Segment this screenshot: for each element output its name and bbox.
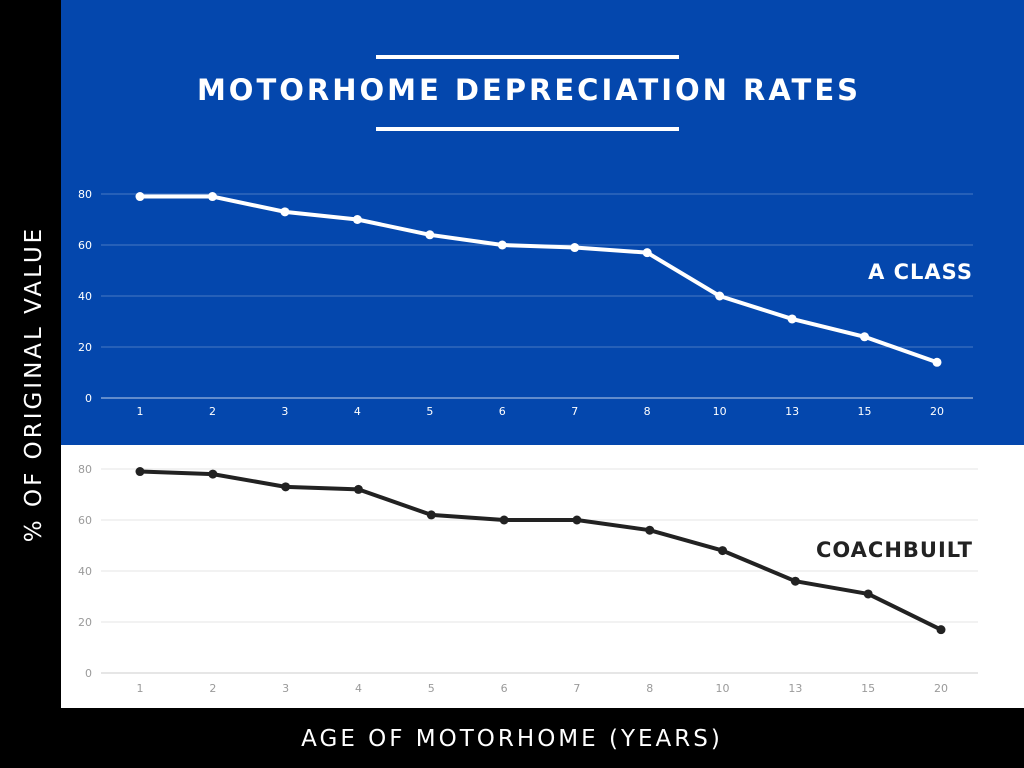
title-rule-bottom (376, 127, 679, 131)
coachbuilt-x-tick-label: 3 (282, 682, 289, 695)
coachbuilt-chart: 0 20 40 60 80 1 2 3 4 5 6 7 8 10 13 15 20 COACHBUILT (78, 463, 978, 695)
coachbuilt-series-label: COACHBUILT (816, 538, 973, 562)
a-class-x-tick-label: 5 (426, 405, 433, 418)
a-class-x-tick-label: 8 (644, 405, 651, 418)
a-class-data-point (860, 332, 870, 342)
coachbuilt-data-point (790, 576, 800, 586)
coachbuilt-x-tick-label: 1 (137, 682, 144, 695)
coachbuilt-data-point (135, 467, 145, 477)
coachbuilt-x-tick-label: 5 (428, 682, 435, 695)
coachbuilt-x-tick-label: 7 (573, 682, 580, 695)
a-class-x-tick-label: 7 (571, 405, 578, 418)
a-class-series-line (138, 194, 939, 365)
x-axis-title: AGE OF MOTORHOME (YEARS) (301, 726, 723, 752)
a-class-panel (61, 0, 1024, 445)
coachbuilt-data-point (718, 546, 728, 556)
coachbuilt-data-point (353, 484, 363, 494)
footer-frame (0, 708, 1024, 768)
a-class-data-point (352, 215, 362, 224)
a-class-data-point (715, 291, 725, 301)
a-class-x-tick-label: 2 (209, 405, 216, 418)
coachbuilt-data-point (208, 469, 218, 479)
coachbuilt-panel (61, 445, 1024, 708)
a-class-data-point (497, 240, 507, 250)
coachbuilt-data-point (863, 589, 873, 599)
left-frame (0, 0, 61, 768)
a-class-data-point (570, 243, 580, 253)
a-class-chart: 0 20 40 60 80 1 2 3 4 5 6 7 8 10 13 15 20 A CLASS (78, 188, 973, 418)
a-class-x-tick-label: 20 (930, 405, 944, 418)
coachbuilt-y-tick-label: 80 (78, 463, 92, 476)
coachbuilt-x-tick-label: 15 (861, 682, 875, 695)
coachbuilt-data-point (499, 515, 509, 525)
coachbuilt-y-tick-label: 0 (85, 667, 92, 680)
coachbuilt-y-tick-label: 60 (78, 514, 92, 527)
a-class-x-tick-label: 13 (785, 405, 799, 418)
a-class-x-tick-label: 10 (713, 405, 727, 418)
a-class-data-point (642, 248, 652, 258)
coachbuilt-x-tick-label: 10 (716, 682, 730, 695)
coachbuilt-data-point (936, 625, 946, 635)
coachbuilt-y-tick-label: 20 (78, 616, 92, 629)
a-class-data-point (280, 207, 290, 217)
coachbuilt-series-line (138, 469, 943, 632)
a-class-y-tick-label: 20 (78, 341, 92, 354)
a-class-x-tick-label: 3 (281, 405, 288, 418)
a-class-y-tick-label: 60 (78, 239, 92, 252)
a-class-series-label: A CLASS (868, 260, 973, 284)
a-class-x-tick-label: 4 (354, 405, 361, 418)
coachbuilt-x-tick-label: 8 (646, 682, 653, 695)
coachbuilt-data-point (572, 515, 582, 525)
coachbuilt-x-tick-label: 6 (501, 682, 508, 695)
coachbuilt-data-point (645, 525, 655, 535)
coachbuilt-x-tick-label: 13 (788, 682, 802, 695)
a-class-y-tick-label: 0 (85, 392, 92, 405)
a-class-data-point (207, 192, 217, 202)
a-class-y-tick-label: 80 (78, 188, 92, 201)
a-class-x-tick-label: 6 (499, 405, 506, 418)
a-class-x-tick-label: 1 (137, 405, 144, 418)
coachbuilt-x-tick-label: 20 (934, 682, 948, 695)
coachbuilt-x-tick-label: 4 (355, 682, 362, 695)
a-class-x-tick-label: 15 (858, 405, 872, 418)
a-class-data-point (425, 230, 435, 240)
a-class-y-tick-label: 40 (78, 290, 92, 303)
coachbuilt-data-point (426, 510, 436, 520)
a-class-data-point (135, 192, 145, 202)
coachbuilt-data-point (281, 482, 291, 492)
coachbuilt-y-tick-label: 40 (78, 565, 92, 578)
a-class-data-point (932, 357, 942, 367)
coachbuilt-x-tick-label: 2 (209, 682, 216, 695)
title-rule-top (376, 55, 679, 59)
a-class-data-point (787, 314, 797, 324)
chart-title: MOTORHOME DEPRECIATION RATES (196, 73, 862, 107)
